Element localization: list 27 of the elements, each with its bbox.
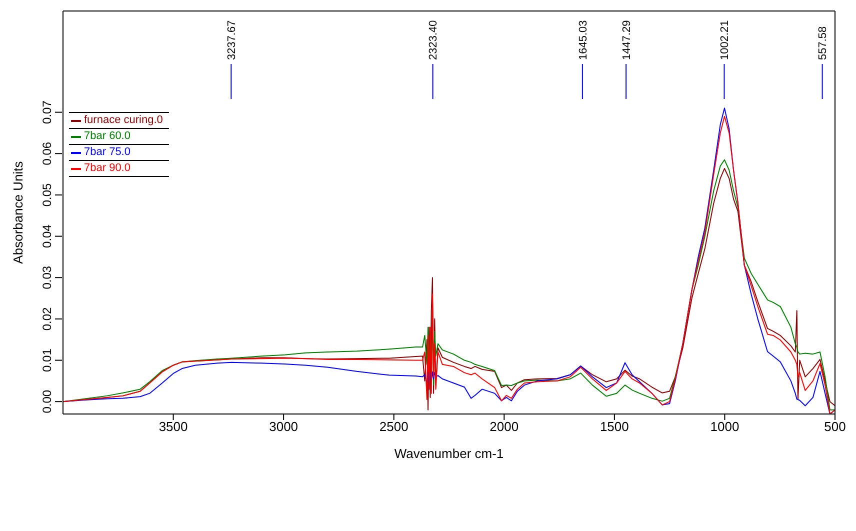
x-tick-label: 1000 <box>710 419 740 434</box>
ref-line-label: 3237.67 <box>226 20 238 60</box>
y-tick-label: 0.00 <box>40 390 54 414</box>
x-tick-label: 2000 <box>490 419 519 434</box>
x-tick-label: 1500 <box>600 419 629 434</box>
y-tick-label: 0.03 <box>40 266 54 290</box>
legend-label: 7bar 75.0 <box>84 145 130 160</box>
legend-label: furnace curing.0 <box>84 113 163 128</box>
ref-line-label: 1002.21 <box>719 20 732 60</box>
x-tick-label: 2500 <box>379 419 408 434</box>
ref-line-label: 1645.03 <box>577 20 590 60</box>
y-axis-title: Absorbance Units <box>10 160 26 264</box>
ref-line-label: 2323.40 <box>428 20 440 60</box>
y-tick-label: 0.07 <box>40 100 54 124</box>
x-tick-label: 3500 <box>158 419 188 434</box>
x-tick-label: 3000 <box>269 419 298 434</box>
y-tick-label: 0.06 <box>40 142 54 166</box>
y-tick-label: 0.04 <box>40 224 54 248</box>
y-tick-label: 0.05 <box>40 182 54 207</box>
legend-label: 7bar 60.0 <box>84 129 130 144</box>
y-tick-label: 0.01 <box>40 348 54 372</box>
x-tick-label: 500 <box>824 419 846 434</box>
x-axis-title: Wavenumber cm-1 <box>394 446 504 461</box>
ref-line-label: 1447.29 <box>620 20 633 60</box>
legend-label: 7bar 90.0 <box>84 161 130 176</box>
ref-line-label: 557.58 <box>817 26 830 60</box>
y-tick-label: 0.02 <box>40 306 54 331</box>
